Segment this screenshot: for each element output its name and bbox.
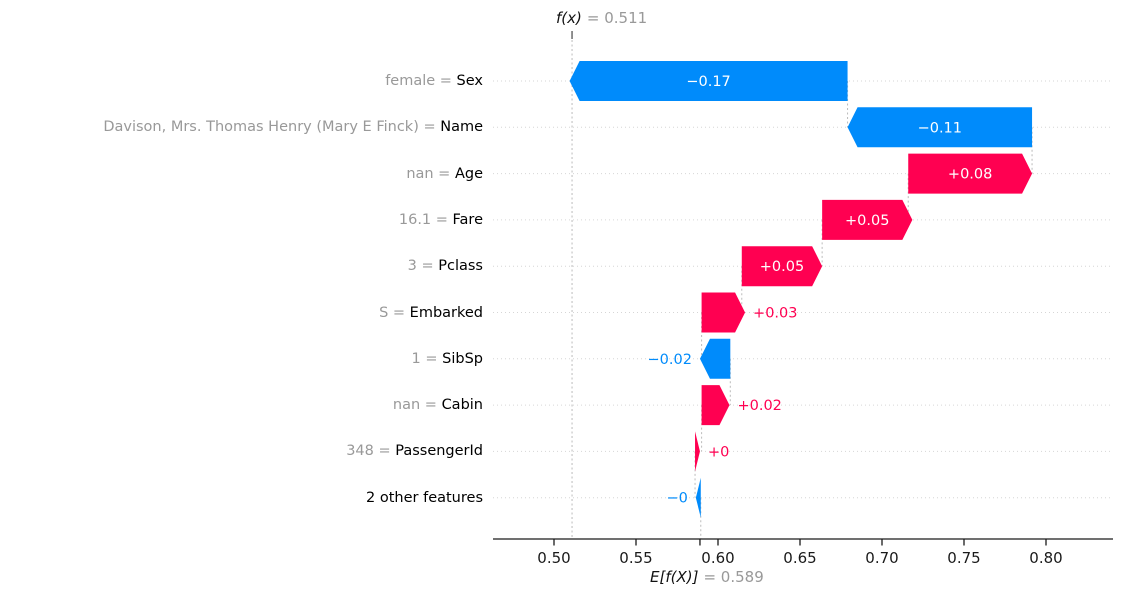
shap-bar [822,199,913,240]
bar-value-label: −0 [666,491,687,507]
feature-name: Cabin [441,397,483,414]
shap-bar [695,477,701,518]
expected-value-number: = 0.589 [703,568,764,586]
bar-value-label: −0.02 [648,352,692,368]
shap-bar [908,153,1033,194]
feature-value: Davison, Mrs. Thomas Henry (Mary E Finck… [103,119,441,136]
tick-label: 0.80 [1029,549,1062,567]
row-label: 3 = Pclass [408,256,483,276]
shap-bar [741,246,823,287]
feature-name: SibSp [442,350,483,367]
feature-name: PassengerId [395,443,483,460]
shap-bar [695,431,700,472]
bar-value-label: −0.17 [686,74,730,90]
tick-label: 0.55 [619,549,652,567]
shap-bar [847,107,1033,148]
bar-value-label: +0.03 [753,306,797,322]
expected-value-annotation: E[f(X)] = 0.589 [650,568,764,586]
bar-value-label: −0.11 [918,120,962,136]
feature-name: Fare [452,211,483,228]
expected-value-label: E[f(X)] [650,568,699,586]
row-label: 2 other features [366,488,483,508]
feature-name: Name [440,119,483,136]
tick-label: 0.70 [865,549,898,567]
shap-bar [701,292,746,333]
tick-label: 0.65 [783,549,816,567]
row-label: nan = Cabin [393,395,483,415]
fx-value: = 0.511 [586,9,648,27]
bar-value-label: +0.05 [845,213,889,229]
shap-bar [569,61,848,101]
feature-name: Pclass [438,258,483,275]
bar-value-label: +0 [708,444,729,460]
row-label: S = Embarked [379,303,483,323]
row-label: 348 = PassengerId [346,441,483,461]
feature-value: female = [385,73,457,89]
feature-name: Sex [456,73,483,89]
feature-name: 2 other features [366,489,483,506]
bar-value-label: +0.05 [760,259,804,275]
feature-value: 16.1 = [398,211,453,228]
row-label: 1 = SibSp [412,349,483,369]
row-label: 16.1 = Fare [399,210,483,230]
tick-label: 0.50 [537,549,570,567]
tick-label: 0.60 [701,549,734,567]
feature-name: Age [454,165,483,182]
fx-annotation: f(x) = 0.511 [556,9,647,27]
feature-value: S = [379,304,410,321]
shap-bar [699,338,731,379]
feature-value: 3 = [407,258,439,275]
row-label: female = Sex [385,71,483,91]
bar-value-label: +0.02 [737,398,781,414]
tick-label: 0.75 [947,549,980,567]
feature-name: Embarked [409,304,483,321]
shap-bar [701,385,730,426]
feature-value: 1 = [411,350,443,367]
feature-value: nan = [392,397,442,414]
feature-value: 348 = [346,443,396,460]
fx-label: f(x) [556,9,582,27]
feature-value: nan = [406,165,455,182]
row-label: nan = Age [406,164,483,184]
bar-value-label: +0.08 [948,167,992,183]
row-label: Davison, Mrs. Thomas Henry (Mary E Finck… [103,117,483,137]
